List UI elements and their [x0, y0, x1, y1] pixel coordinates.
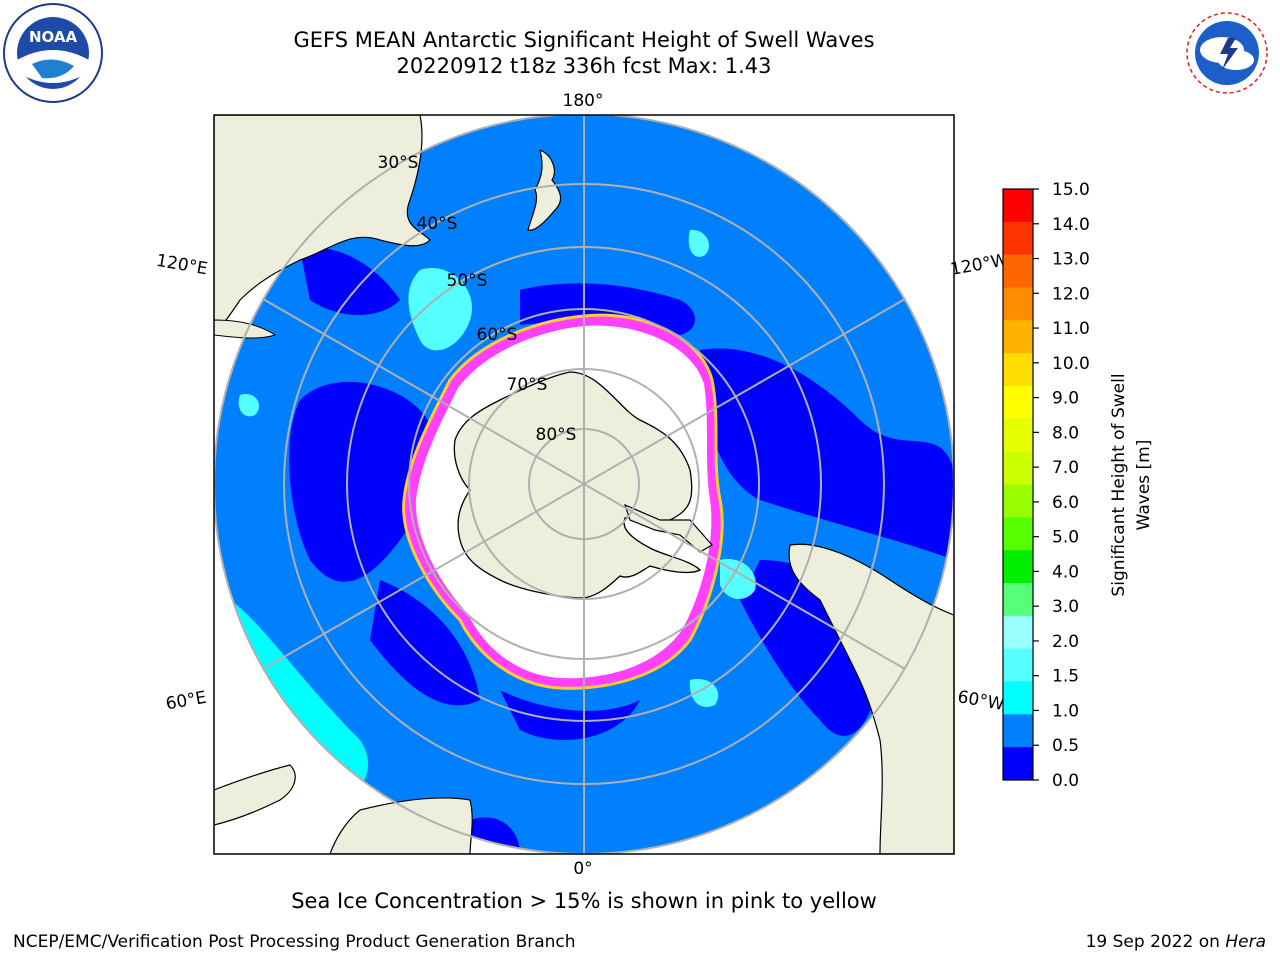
colorbar-tick-label: 3.0	[1052, 597, 1079, 617]
colorbar-tick-label: 4.0	[1052, 562, 1079, 582]
footer-date: 19 Sep 2022 on Hera	[1086, 932, 1266, 952]
lat-label-30s: 30°S	[378, 153, 419, 173]
colorbar-segment	[1003, 681, 1033, 715]
antarctica	[453, 371, 702, 599]
colorbar-segment	[1003, 221, 1033, 256]
colorbar-segment	[1003, 615, 1033, 650]
lon-label-60w: 60°W	[956, 687, 1006, 715]
footer-host: Hera	[1225, 932, 1266, 952]
colorbar-tick-label: 5.0	[1052, 528, 1079, 548]
colorbar-tick-label: 0.0	[1052, 771, 1079, 791]
swell-patch	[689, 679, 719, 708]
lon-label-60e: 60°E	[164, 688, 208, 715]
colorbar-segment	[1003, 320, 1033, 354]
lat-label-70s: 70°S	[507, 375, 548, 395]
swell-patch	[238, 394, 260, 417]
colorbar-segment	[1003, 353, 1033, 387]
colorbar-segment	[1003, 386, 1033, 420]
footer-date-text: 19 Sep 2022 on	[1085, 932, 1226, 952]
colorbar-segment	[1003, 189, 1033, 223]
swell-patch	[230, 600, 369, 800]
colorbar-segment	[1003, 550, 1033, 584]
colorbar-tick-label: 12.0	[1052, 284, 1090, 304]
low-swell-region	[500, 690, 640, 740]
colorbar-segment	[1003, 747, 1033, 781]
low-swell-region	[289, 381, 435, 582]
colorbar-tick-label: 7.0	[1052, 458, 1079, 478]
low-swell-region	[700, 348, 954, 560]
swell-patch	[688, 229, 710, 258]
south-america-coast	[214, 319, 277, 339]
madagascar	[214, 764, 296, 826]
south-america	[788, 543, 954, 854]
africa	[329, 797, 473, 854]
lon-label-0: 0°	[573, 859, 592, 879]
colorbar-tick-label: 11.0	[1052, 319, 1090, 339]
colorbar-tick-label: 13.0	[1052, 250, 1090, 270]
lat-label-50s: 50°S	[447, 271, 488, 291]
caption: Sea Ice Concentration > 15% is shown in …	[291, 889, 877, 913]
colorbar-label-line1: Significant Height of Swell	[1109, 373, 1129, 596]
colorbar-frame	[1002, 188, 1034, 781]
colorbar-tick-label: 15.0	[1052, 180, 1090, 200]
colorbar-tick-label: 1.5	[1052, 667, 1079, 687]
colorbar-label-line2: Waves [m]	[1134, 440, 1154, 531]
colorbar: 15.0 14.0 13.0 12.0 11.0 10.0 9.0 8.0 7.0 6.0 5.0 4…	[1002, 180, 1090, 791]
lat-label-80s: 80°S	[536, 425, 577, 445]
lon-label-120e: 120°E	[155, 251, 209, 280]
colorbar-segment	[1003, 287, 1033, 321]
swell-patch	[408, 268, 472, 351]
colorbar-segment	[1003, 451, 1033, 485]
colorbar-tick-label: 1.0	[1052, 701, 1079, 721]
colorbar-segment	[1003, 254, 1033, 288]
noaa-logo-text: NOAA	[29, 28, 78, 46]
footer-credit: NCEP/EMC/Verification Post Processing Pr…	[13, 932, 576, 952]
colorbar-segment	[1003, 418, 1033, 453]
colorbar-segment	[1003, 714, 1033, 748]
colorbar-tick-label: 0.5	[1052, 736, 1079, 756]
noaa-logo: NOAA	[3, 3, 103, 103]
colorbar-tick-label: 10.0	[1052, 354, 1090, 374]
colorbar-tick-label: 2.0	[1052, 632, 1079, 652]
colorbar-segment	[1003, 648, 1033, 682]
colorbar-tick-label: 9.0	[1052, 389, 1079, 409]
colorbar-tick-label: 6.0	[1052, 493, 1079, 513]
lat-label-40s: 40°S	[417, 214, 458, 234]
swell-patch	[720, 559, 756, 600]
lon-label-120w: 120°W	[949, 250, 1010, 280]
colorbar-tick-label: 14.0	[1052, 215, 1090, 235]
graticule	[214, 115, 954, 854]
chart-subtitle: 20220912 t18z 336h fcst Max: 1.43	[396, 54, 772, 78]
low-swell-region	[370, 580, 480, 706]
chart-title: GEFS MEAN Antarctic Significant Height o…	[293, 28, 875, 52]
colorbar-segment	[1003, 517, 1033, 551]
colorbar-segment	[1003, 583, 1033, 617]
nws-logo	[1179, 5, 1275, 101]
colorbar-segment	[1003, 484, 1033, 518]
lat-label-60s: 60°S	[477, 325, 518, 345]
colorbar-tick-label: 8.0	[1052, 423, 1079, 443]
map-frame	[213, 114, 955, 855]
low-swell-region	[300, 248, 400, 315]
lon-label-180: 180°	[563, 91, 604, 111]
